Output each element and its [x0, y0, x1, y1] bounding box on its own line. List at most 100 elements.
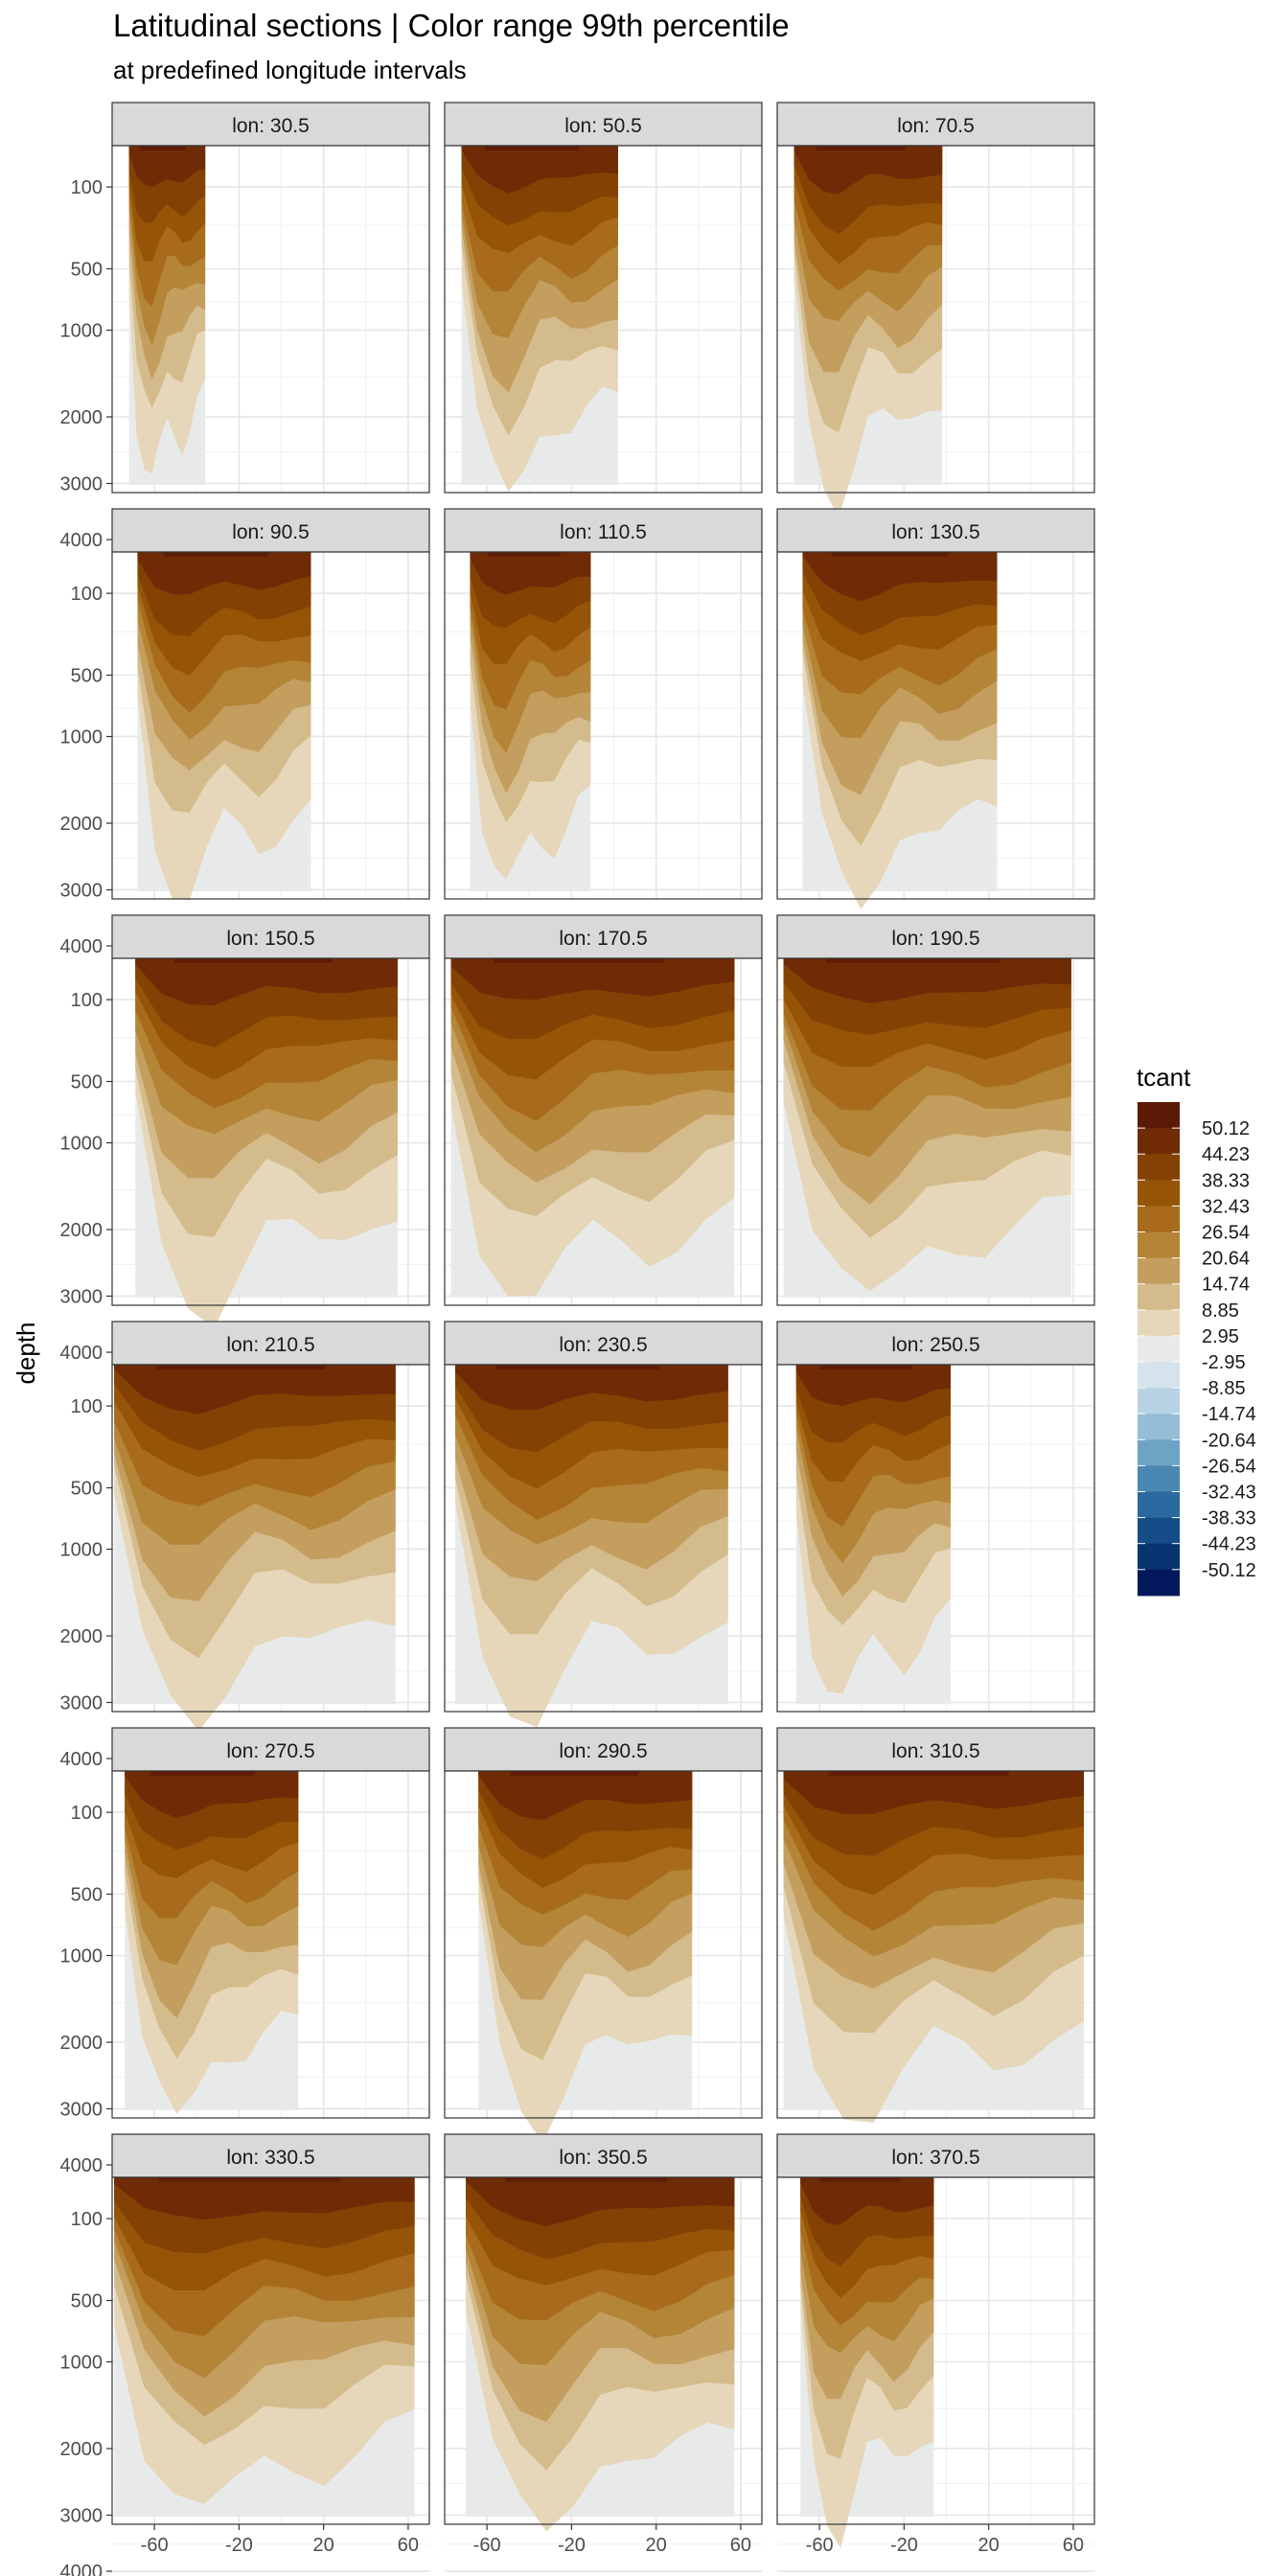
contour-band	[455, 1365, 728, 1410]
y-tick-label: 4000	[60, 936, 104, 957]
panel-border	[111, 1364, 430, 1713]
facet-strip-label: lon: 310.5	[891, 1740, 979, 1762]
y-tick-label: 4000	[60, 1343, 104, 1364]
facet-panel: lon: 370.5 -60 -20 20 60	[776, 2133, 1095, 2572]
contour-band-max	[831, 552, 949, 557]
contour-band-max	[828, 1771, 1009, 1776]
y-tick-label: 1000	[60, 321, 104, 342]
facet-strip	[444, 1727, 763, 1772]
facet-strip	[111, 1727, 430, 1772]
legend-swatch	[1138, 1154, 1180, 1181]
y-tick-label: 3000	[60, 2505, 104, 2526]
facet-panel: lon: 110.5	[444, 508, 763, 947]
y-tick-label: 500	[71, 260, 103, 281]
contour-band	[783, 1771, 1084, 1814]
y-tick-label: 2000	[60, 1626, 104, 1647]
contour-band	[114, 2177, 415, 2220]
y-tick-label: 3000	[60, 1692, 104, 1714]
facet-panel: lon: 190.5	[776, 914, 1095, 1353]
section-field	[455, 1365, 728, 1728]
y-tick-label: 1000	[60, 727, 104, 748]
x-tick-label: 20	[978, 2535, 1000, 2556]
legend-title: tcant	[1137, 1063, 1191, 1092]
facet-panel: lon: 90.5 100 500 1000 2000 3000 4000	[60, 508, 430, 957]
y-tick-label: 500	[71, 666, 103, 687]
x-tick-label: -60	[141, 2535, 169, 2556]
legend-label: -38.33	[1202, 1508, 1256, 1530]
legend-swatch	[1138, 1517, 1180, 1545]
contour-band-max	[485, 146, 580, 150]
facet-panel: lon: 330.5 100 500 1000 2000 3000 4000 -60 -20 20…	[60, 2133, 430, 2576]
x-tick-label: 60	[398, 2535, 419, 2556]
section-field	[802, 552, 998, 909]
y-tick-label: 1000	[60, 1946, 104, 1967]
y-tick-label: 3000	[60, 1286, 104, 1307]
facet-strip-label: lon: 30.5	[232, 115, 310, 137]
legend-swatch	[1138, 1206, 1180, 1232]
y-tick-label: 2000	[60, 2439, 104, 2460]
contour-band	[470, 552, 591, 595]
x-tick-label: -20	[225, 2535, 253, 2556]
contour-band-max	[174, 958, 333, 963]
legend-swatch	[1138, 1180, 1180, 1207]
contour-band-max	[820, 2177, 901, 2182]
legend-label: -8.85	[1202, 1378, 1246, 1399]
contour-band-max	[495, 1365, 660, 1369]
legend-label: 44.23	[1202, 1144, 1250, 1165]
contour-band	[135, 958, 398, 1006]
section-field	[125, 1771, 299, 2114]
panel-border	[111, 957, 430, 1306]
panel-border	[111, 551, 430, 900]
section-field	[470, 552, 591, 891]
panel-border	[776, 957, 1095, 1306]
facet-panel: lon: 130.5	[776, 508, 1095, 947]
legend-label: 50.12	[1202, 1118, 1250, 1139]
section-field	[135, 958, 398, 1328]
chart-subtitle: at predefined longitude intervals	[113, 56, 467, 84]
facet-panel: lon: 70.5	[776, 102, 1095, 540]
legend-swatch	[1138, 1491, 1180, 1519]
y-tick-label: 500	[71, 1072, 103, 1093]
section-field	[450, 958, 735, 1298]
panel-border	[444, 551, 763, 900]
panel-border	[444, 2176, 763, 2525]
legend-swatch	[1138, 1362, 1180, 1389]
x-tick-label: 60	[1063, 2535, 1084, 2556]
contour-band	[794, 146, 943, 195]
facet-strip-label: lon: 330.5	[226, 2147, 314, 2169]
facet-strip-label: lon: 150.5	[226, 928, 314, 950]
section-field	[478, 1771, 693, 2143]
y-axis-label: depth	[12, 1322, 40, 1384]
facet-strip	[776, 1727, 1095, 1772]
facet-strip	[111, 914, 430, 959]
legend-swatch	[1138, 1128, 1180, 1155]
contour-band	[137, 552, 311, 595]
y-tick-label: 100	[71, 2209, 103, 2230]
section-field	[794, 146, 943, 518]
facet-strip-label: lon: 110.5	[560, 521, 647, 543]
x-tick-label: -60	[473, 2535, 501, 2556]
contour-band	[800, 2177, 934, 2225]
contour-band-max	[819, 1365, 912, 1369]
y-tick-label: 500	[71, 1479, 103, 1500]
facet-panel: lon: 310.5	[776, 1727, 1095, 2166]
facet-strip-label: lon: 190.5	[891, 928, 979, 950]
y-tick-label: 500	[71, 2291, 103, 2312]
y-tick-label: 500	[71, 1885, 103, 1906]
legend-label: 8.85	[1202, 1300, 1239, 1322]
y-tick-label: 2000	[60, 1220, 104, 1241]
facet-strip	[776, 508, 1095, 553]
y-tick-label: 100	[71, 990, 103, 1011]
legend-swatch	[1138, 1543, 1180, 1571]
facet-strip-label: lon: 70.5	[897, 115, 975, 137]
contour-band-max	[506, 2177, 668, 2182]
section-field	[795, 1365, 951, 1704]
legend-swatch	[1138, 1102, 1180, 1129]
y-tick-label: 4000	[60, 2562, 104, 2576]
legend-label: -20.64	[1202, 1430, 1256, 1451]
legend-swatch	[1138, 1231, 1180, 1259]
section-field	[114, 2177, 415, 2517]
facet-strip	[776, 1321, 1095, 1366]
section-field	[466, 2177, 735, 2532]
